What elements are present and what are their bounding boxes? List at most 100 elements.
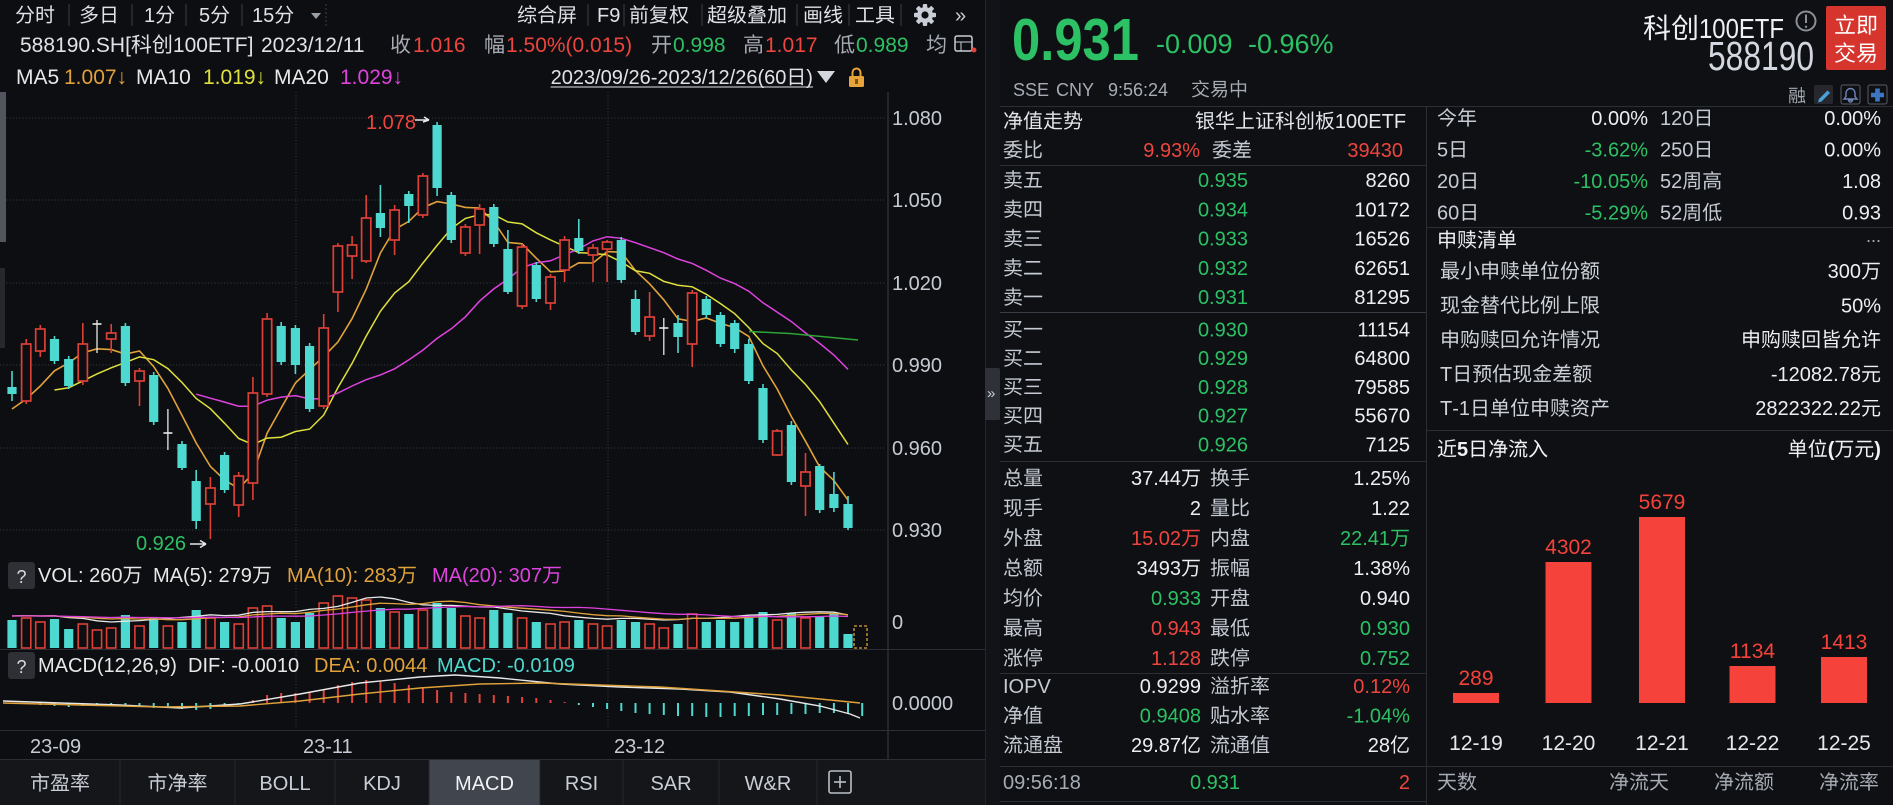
svg-text:28: 28 [1368, 735, 1390, 757]
svg-text:1: 1 [1459, 398, 1470, 420]
svg-text:0.930: 0.930 [892, 520, 942, 542]
svg-text:1413: 1413 [1821, 631, 1868, 654]
svg-text:(: ( [1828, 439, 1835, 461]
svg-text:0.998: 0.998 [673, 34, 726, 57]
svg-text:MACD(12,26,9): MACD(12,26,9) [38, 655, 177, 677]
svg-text:8260: 8260 [1366, 170, 1411, 192]
svg-text:0.934: 0.934 [1198, 199, 1248, 221]
svg-text:0.12%: 0.12% [1353, 676, 1410, 698]
svg-text:SSE: SSE [1013, 80, 1049, 100]
svg-text:RSI: RSI [565, 773, 598, 795]
svg-text:11154: 11154 [1357, 320, 1410, 342]
svg-text:1.50%(0.015): 1.50%(0.015) [506, 34, 632, 57]
svg-text:-5.29%: -5.29% [1585, 203, 1649, 225]
svg-text:2: 2 [1671, 108, 1682, 130]
svg-text:12-21: 12-21 [1635, 732, 1689, 755]
svg-text:-10.05%: -10.05% [1574, 171, 1649, 193]
svg-text:3493: 3493 [1137, 558, 1182, 580]
svg-text:23-09: 23-09 [30, 736, 81, 758]
svg-text:1.25%: 1.25% [1353, 468, 1410, 490]
svg-text:0.00%: 0.00% [1824, 108, 1881, 130]
svg-text:0.926: 0.926 [1198, 434, 1248, 456]
svg-text:DIF: -0.0010: DIF: -0.0010 [188, 655, 299, 677]
svg-text:1.080: 1.080 [892, 108, 942, 130]
svg-text:CNY: CNY [1056, 80, 1094, 100]
svg-text:81295: 81295 [1354, 287, 1410, 309]
svg-text:2023/09/26-2023/12/26(60: 2023/09/26-2023/12/26(60 [551, 67, 787, 89]
svg-text:1.08: 1.08 [1842, 171, 1881, 193]
svg-text:MA20: MA20 [274, 66, 329, 89]
svg-text:2: 2 [1437, 171, 1448, 193]
svg-text:0.930: 0.930 [1198, 320, 1248, 342]
svg-text:1.050: 1.050 [892, 190, 942, 212]
svg-text:0.940: 0.940 [1360, 588, 1410, 610]
svg-text:?: ? [16, 567, 26, 587]
svg-text:MACD: -0.0109: MACD: -0.0109 [437, 655, 575, 677]
svg-text:50%: 50% [1841, 295, 1881, 317]
svg-text:?: ? [16, 657, 26, 677]
svg-text:1: 1 [1660, 108, 1671, 130]
svg-text:23-12: 23-12 [614, 736, 665, 758]
svg-text:1.38%: 1.38% [1353, 558, 1410, 580]
svg-text:0.932: 0.932 [1198, 258, 1248, 280]
svg-text:-0.009: -0.009 [1156, 29, 1233, 59]
svg-text:100ETF: 100ETF [1335, 111, 1406, 133]
svg-text:F9: F9 [597, 5, 620, 27]
svg-text:1: 1 [144, 5, 155, 27]
svg-text:2: 2 [1671, 171, 1682, 193]
svg-text:64800: 64800 [1354, 348, 1410, 370]
svg-text:0: 0 [1682, 140, 1693, 162]
svg-text:2: 2 [1671, 203, 1682, 225]
svg-text:»: » [987, 385, 995, 402]
svg-text:23-11: 23-11 [303, 736, 353, 758]
svg-text:15.02: 15.02 [1131, 528, 1181, 550]
svg-text:100ETF]: 100ETF] [173, 34, 254, 57]
svg-text:...: ... [1866, 226, 1881, 246]
svg-text:0.935: 0.935 [1198, 170, 1248, 192]
svg-text:588190: 588190 [1708, 33, 1814, 79]
svg-text:1.007↓: 1.007↓ [64, 66, 127, 89]
svg-text:0.933: 0.933 [1198, 229, 1248, 251]
svg-text:22.41: 22.41 [1340, 528, 1390, 550]
svg-text:1.020: 1.020 [892, 273, 942, 295]
svg-text:T: T [1440, 364, 1452, 386]
svg-text:0: 0 [892, 612, 903, 634]
svg-text:0: 0 [1448, 203, 1459, 225]
svg-text:55670: 55670 [1354, 406, 1410, 428]
svg-text:0.926: 0.926 [136, 533, 186, 555]
svg-text:1.22: 1.22 [1371, 498, 1410, 520]
svg-text:1.016: 1.016 [413, 34, 466, 57]
svg-text:0.930: 0.930 [1360, 618, 1410, 640]
svg-text:1.128: 1.128 [1151, 648, 1201, 670]
svg-text:2822322.22: 2822322.22 [1755, 398, 1861, 420]
svg-text:BOLL: BOLL [259, 773, 310, 795]
svg-text:79585: 79585 [1354, 377, 1410, 399]
svg-text:5: 5 [1671, 140, 1682, 162]
svg-text:5: 5 [1437, 140, 1448, 162]
svg-text:MA10: MA10 [136, 66, 191, 89]
svg-text:0.989: 0.989 [856, 34, 909, 57]
svg-text:5: 5 [1660, 203, 1671, 225]
svg-text:T: T [1440, 398, 1452, 420]
svg-text:0.928: 0.928 [1198, 377, 1248, 399]
svg-text:0.931: 0.931 [1190, 772, 1240, 794]
svg-text:1134: 1134 [1730, 640, 1775, 663]
svg-text:0.931: 0.931 [1012, 7, 1139, 73]
svg-text:1.019↓: 1.019↓ [203, 66, 266, 89]
svg-text:0.752: 0.752 [1360, 648, 1410, 670]
svg-text:37.44: 37.44 [1131, 468, 1181, 490]
svg-text:0.933: 0.933 [1151, 588, 1201, 610]
svg-text:KDJ: KDJ [363, 773, 401, 795]
svg-text:100ETF: 100ETF [1699, 13, 1784, 44]
svg-text:16526: 16526 [1354, 229, 1410, 251]
svg-text:300: 300 [1828, 261, 1861, 283]
svg-text:0.00%: 0.00% [1824, 140, 1881, 162]
svg-text:W&R: W&R [745, 773, 792, 795]
svg-text:MA(20): 307: MA(20): 307 [432, 565, 542, 587]
svg-text:09:56:18: 09:56:18 [1003, 772, 1081, 794]
svg-text:0: 0 [1682, 108, 1693, 130]
svg-text:12-19: 12-19 [1449, 732, 1503, 755]
svg-text:2023/12/11: 2023/12/11 [261, 34, 365, 57]
svg-text:62651: 62651 [1354, 258, 1410, 280]
svg-text:9.93%: 9.93% [1143, 140, 1200, 162]
